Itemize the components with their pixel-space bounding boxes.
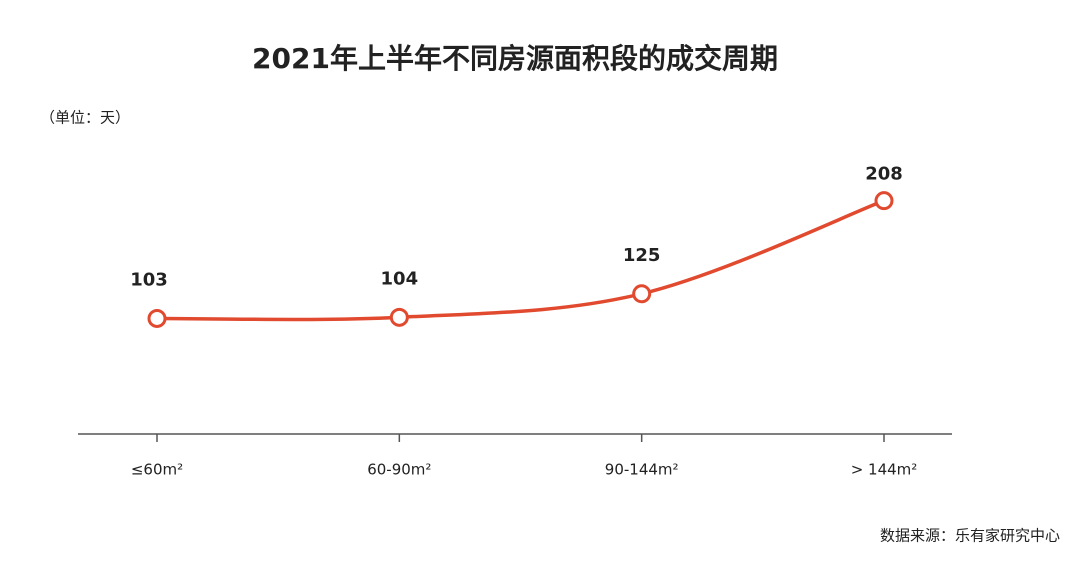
- line: [156, 199, 885, 322]
- x-tick-label: 90-144m²: [605, 461, 679, 479]
- source-note: 数据来源：乐有家研究中心: [880, 527, 1060, 545]
- point: [874, 191, 894, 211]
- point: [632, 284, 652, 304]
- x-tick-label: ≤60m²: [131, 461, 183, 479]
- unit-label: （单位：天）: [40, 109, 130, 127]
- point: [389, 307, 409, 327]
- x-tick-label: > 144m²: [851, 461, 918, 479]
- point: [147, 308, 167, 328]
- x-tick-label: 60-90m²: [367, 461, 431, 479]
- value-label: 125: [623, 245, 661, 266]
- chart-title: 2021年上半年不同房源面积段的成交周期: [252, 42, 778, 75]
- value-label: 103: [130, 269, 168, 290]
- value-label: 104: [381, 268, 419, 289]
- value-label: 208: [865, 164, 903, 185]
